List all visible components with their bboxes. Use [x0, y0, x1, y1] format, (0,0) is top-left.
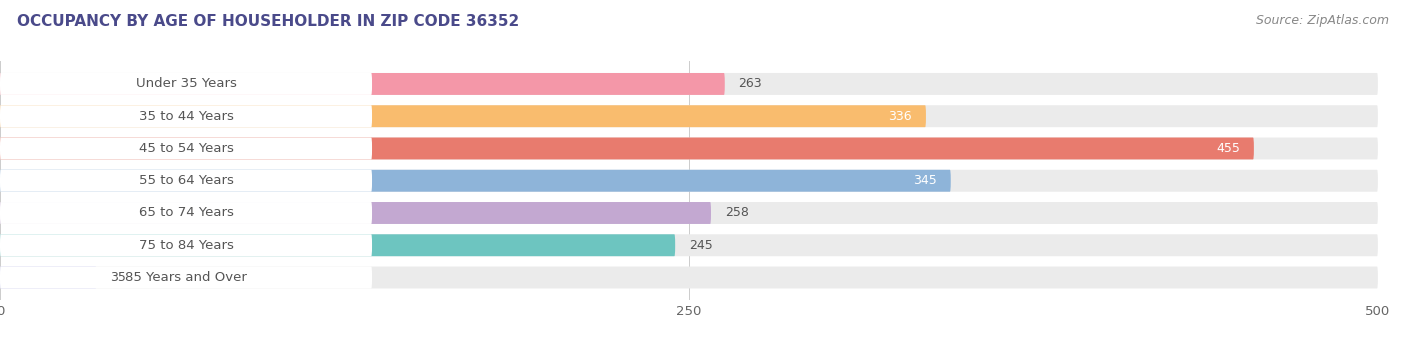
- FancyBboxPatch shape: [0, 234, 675, 256]
- Text: 65 to 74 Years: 65 to 74 Years: [139, 207, 233, 220]
- Text: Under 35 Years: Under 35 Years: [135, 77, 236, 90]
- FancyBboxPatch shape: [0, 73, 373, 95]
- FancyBboxPatch shape: [0, 105, 373, 127]
- FancyBboxPatch shape: [0, 267, 373, 288]
- Text: 336: 336: [889, 110, 912, 123]
- Text: 75 to 84 Years: 75 to 84 Years: [139, 239, 233, 252]
- Text: 85 Years and Over: 85 Years and Over: [125, 271, 247, 284]
- Text: 35 to 44 Years: 35 to 44 Years: [139, 110, 233, 123]
- FancyBboxPatch shape: [0, 170, 950, 192]
- Text: Source: ZipAtlas.com: Source: ZipAtlas.com: [1256, 14, 1389, 27]
- FancyBboxPatch shape: [0, 105, 927, 127]
- Text: 245: 245: [689, 239, 713, 252]
- Text: 35: 35: [110, 271, 127, 284]
- Text: 345: 345: [914, 174, 936, 187]
- FancyBboxPatch shape: [0, 202, 373, 224]
- FancyBboxPatch shape: [0, 234, 1378, 256]
- FancyBboxPatch shape: [0, 73, 1378, 95]
- FancyBboxPatch shape: [0, 137, 373, 160]
- FancyBboxPatch shape: [0, 170, 1378, 192]
- FancyBboxPatch shape: [0, 234, 373, 256]
- FancyBboxPatch shape: [0, 267, 1378, 288]
- Text: 45 to 54 Years: 45 to 54 Years: [139, 142, 233, 155]
- FancyBboxPatch shape: [0, 202, 1378, 224]
- Text: OCCUPANCY BY AGE OF HOUSEHOLDER IN ZIP CODE 36352: OCCUPANCY BY AGE OF HOUSEHOLDER IN ZIP C…: [17, 14, 519, 29]
- Text: 455: 455: [1216, 142, 1240, 155]
- Text: 263: 263: [738, 77, 762, 90]
- Text: 258: 258: [724, 207, 748, 220]
- Text: 55 to 64 Years: 55 to 64 Years: [139, 174, 233, 187]
- FancyBboxPatch shape: [0, 137, 1254, 160]
- FancyBboxPatch shape: [0, 73, 724, 95]
- FancyBboxPatch shape: [0, 170, 373, 192]
- FancyBboxPatch shape: [0, 137, 1378, 160]
- FancyBboxPatch shape: [0, 105, 1378, 127]
- FancyBboxPatch shape: [0, 267, 97, 288]
- FancyBboxPatch shape: [0, 202, 711, 224]
